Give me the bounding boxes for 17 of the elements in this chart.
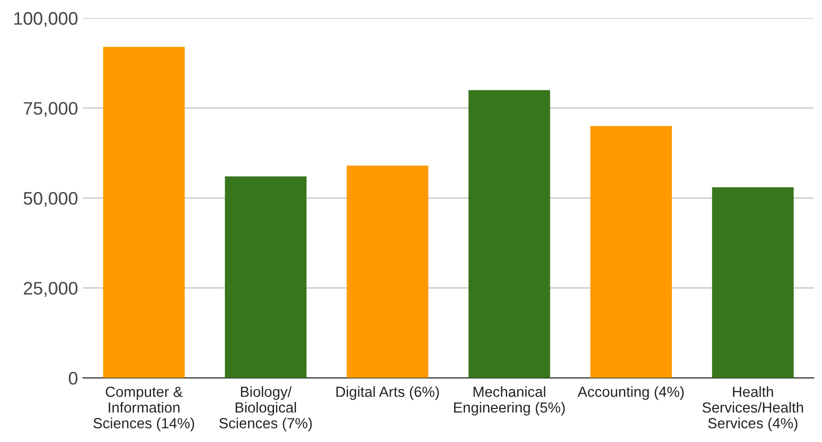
bar <box>712 187 794 378</box>
y-tick-label: 25,000 <box>24 282 78 297</box>
y-tick-label: 50,000 <box>24 192 78 207</box>
x-tick-label: Health Services/Health Services (4%) <box>702 386 803 432</box>
x-tick-label: Computer & Information Sciences (14%) <box>94 386 194 432</box>
bar <box>468 90 550 378</box>
bar <box>224 176 307 378</box>
y-tick-label: 0 <box>68 372 78 385</box>
y-tick-label: 100,000 <box>14 12 78 27</box>
y-tick-label: 75,000 <box>24 102 78 117</box>
x-tick-label: Mechanical Engineering (5%) <box>454 386 565 416</box>
x-tick-label: Biology/ Biological Sciences (7%) <box>219 386 312 432</box>
bar <box>346 166 428 378</box>
bar <box>103 46 185 378</box>
x-tick-label: Digital Arts (6%) <box>336 386 439 400</box>
bar <box>590 126 672 378</box>
x-tick-label: Accounting (4%) <box>578 386 684 400</box>
